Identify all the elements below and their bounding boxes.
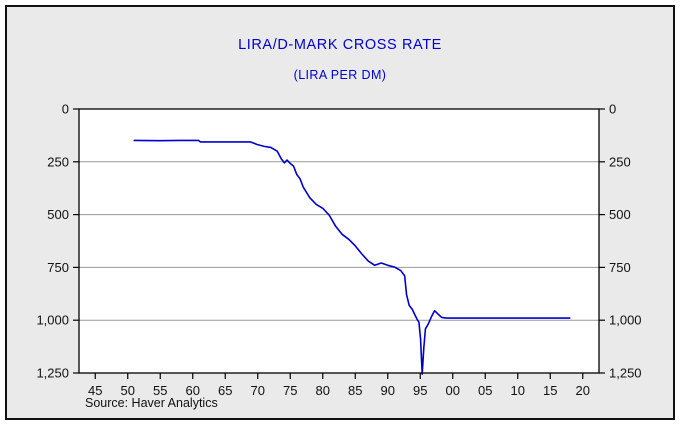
y-tick-label: 1,250 bbox=[609, 366, 642, 381]
y-tick-label: 1,000 bbox=[609, 313, 642, 328]
x-axis-labels: 45 50 55 60 65 70 75 80 85 90 95 00 05 10 15 20 bbox=[88, 383, 590, 397]
x-tick-label: 55 bbox=[153, 383, 167, 397]
chart-panel: LIRA/D-MARK CROSS RATE (LIRA PER DM) 0 25… bbox=[5, 5, 675, 420]
x-tick-label: 65 bbox=[218, 383, 232, 397]
x-tick-label: 95 bbox=[413, 383, 427, 397]
x-tick-label: 50 bbox=[121, 383, 135, 397]
y-tick-label: 1,000 bbox=[36, 313, 69, 328]
y-tick-label: 1,250 bbox=[36, 366, 69, 381]
y-tick-label: 0 bbox=[62, 102, 69, 117]
x-tick-label: 75 bbox=[283, 383, 297, 397]
x-tick-label: 10 bbox=[511, 383, 525, 397]
gridlines bbox=[79, 161, 599, 321]
y-tick-label: 250 bbox=[609, 154, 631, 169]
y-tick-label: 750 bbox=[47, 260, 69, 275]
plot-svg: 0 250 500 750 1,000 1,250 0 250 500 750 1,000 1,250… bbox=[36, 102, 642, 398]
x-tick-label: 70 bbox=[251, 383, 265, 397]
y-axis-labels-left: 0 250 500 750 1,000 1,250 bbox=[36, 102, 69, 381]
x-tick-label: 60 bbox=[186, 383, 200, 397]
y-tick-label: 500 bbox=[47, 207, 69, 222]
x-tick-label: 20 bbox=[576, 383, 590, 397]
x-tick-label: 00 bbox=[446, 383, 460, 397]
x-tick-label: 80 bbox=[316, 383, 330, 397]
plot-area bbox=[79, 109, 599, 373]
x-tick-label: 90 bbox=[381, 383, 395, 397]
y-tick-label: 250 bbox=[47, 154, 69, 169]
x-tick-label: 45 bbox=[88, 383, 102, 397]
source-note: Source: Haver Analytics bbox=[85, 396, 218, 410]
y-axis-labels-right: 0 250 500 750 1,000 1,250 bbox=[609, 102, 642, 381]
x-tick-label: 15 bbox=[543, 383, 557, 397]
chart-title: LIRA/D-MARK CROSS RATE bbox=[238, 37, 442, 53]
x-tick-label: 85 bbox=[348, 383, 362, 397]
series-line bbox=[133, 139, 571, 375]
x-tick-label: 05 bbox=[478, 383, 492, 397]
chart-subtitle: (LIRA PER DM) bbox=[293, 68, 387, 82]
y-tick-label: 500 bbox=[609, 207, 631, 222]
plot-frame bbox=[78, 108, 600, 374]
y-tick-label: 0 bbox=[609, 102, 616, 117]
y-tick-label: 750 bbox=[609, 260, 631, 275]
axis-ticks bbox=[73, 108, 605, 379]
